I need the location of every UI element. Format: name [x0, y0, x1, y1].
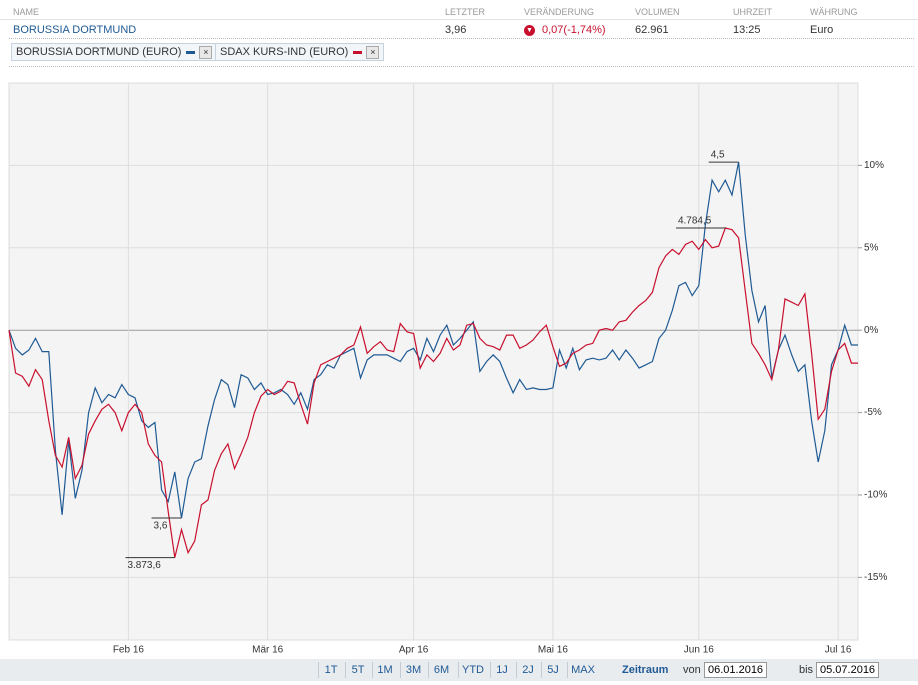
y-tick-label: -15%: [864, 572, 887, 583]
annotation: 4.784,5: [678, 216, 712, 227]
close[interactable]: ×: [199, 45, 213, 59]
toolbar: 1T 5T 1M 3M 6M YTD 1J 2J 5J MAX Zeitraum von 06.01.2…: [0, 659, 918, 681]
x-tick-label: Mai 16: [538, 645, 568, 656]
tab-color: [353, 50, 363, 54]
zeitraum[interactable]: Zeitraum: [622, 664, 669, 676]
y-tick-label: 10%: [864, 160, 884, 171]
range-button[interactable]: 1M: [372, 662, 397, 678]
from-date[interactable]: 06.01.2016: [704, 662, 768, 678]
annotation: 3,6: [154, 521, 168, 532]
range-button[interactable]: 3M: [400, 662, 426, 678]
col-header: UHRZEIT: [733, 7, 772, 17]
range-button[interactable]: 5J: [541, 662, 564, 678]
tab[interactable]: SDAX KURS-IND (EURO) ×: [215, 43, 385, 61]
col-header: WÄHRUNG: [810, 7, 858, 17]
y-tick-label: 5%: [864, 242, 879, 253]
divider: [9, 66, 914, 67]
y-tick-label: -10%: [864, 490, 887, 501]
x-tick-label: Jul 16: [825, 645, 852, 656]
from-label: von: [683, 664, 701, 676]
tab-label: SDAX KURS-IND (EURO): [220, 46, 349, 58]
range-button[interactable]: 1J: [490, 662, 513, 678]
line-series: [8, 161, 858, 519]
range-button[interactable]: 5T: [345, 662, 370, 678]
close[interactable]: ×: [366, 45, 380, 59]
volume: 62.961: [635, 24, 669, 36]
col-header: LETZTER: [445, 7, 486, 17]
to-date[interactable]: 05.07.2016: [816, 662, 880, 678]
currency: Euro: [810, 24, 834, 36]
divider: [0, 19, 918, 20]
tab[interactable]: BORUSSIA DORTMUND (EURO) ×: [11, 43, 218, 61]
tab-color: [186, 50, 196, 54]
y-tick-label: -5%: [864, 407, 882, 418]
annotation: 3.873,6: [127, 560, 161, 571]
time: 13:25: [733, 24, 761, 36]
range-button[interactable]: MAX: [567, 662, 598, 678]
x-tick-label: Feb 16: [113, 645, 145, 656]
divider: [9, 38, 914, 39]
range-button[interactable]: 1T: [318, 662, 343, 678]
stock-name[interactable]: BORUSSIA DORTMUND: [13, 24, 137, 36]
range-button[interactable]: 6M: [428, 662, 454, 678]
col-header: NAME: [13, 7, 40, 17]
x-tick-label: Mär 16: [252, 645, 284, 656]
col-header: VOLUMEN: [635, 7, 680, 17]
tab-label: BORUSSIA DORTMUND (EURO): [16, 46, 182, 58]
change: 0,07(-1,74%): [542, 24, 606, 36]
range-button[interactable]: YTD: [458, 662, 487, 678]
line-series: [8, 227, 858, 558]
x-tick-label: Jun 16: [684, 645, 714, 656]
y-tick-label: 0%: [864, 325, 879, 336]
col-header: VERÄNDERUNG: [524, 7, 595, 17]
last-price: 3,96: [445, 24, 467, 36]
annotation: 4,5: [711, 150, 725, 161]
to-label: bis: [799, 664, 814, 676]
range-button[interactable]: 2J: [516, 662, 539, 678]
x-tick-label: Apr 16: [399, 645, 429, 656]
down-icon: ▼: [524, 25, 535, 36]
